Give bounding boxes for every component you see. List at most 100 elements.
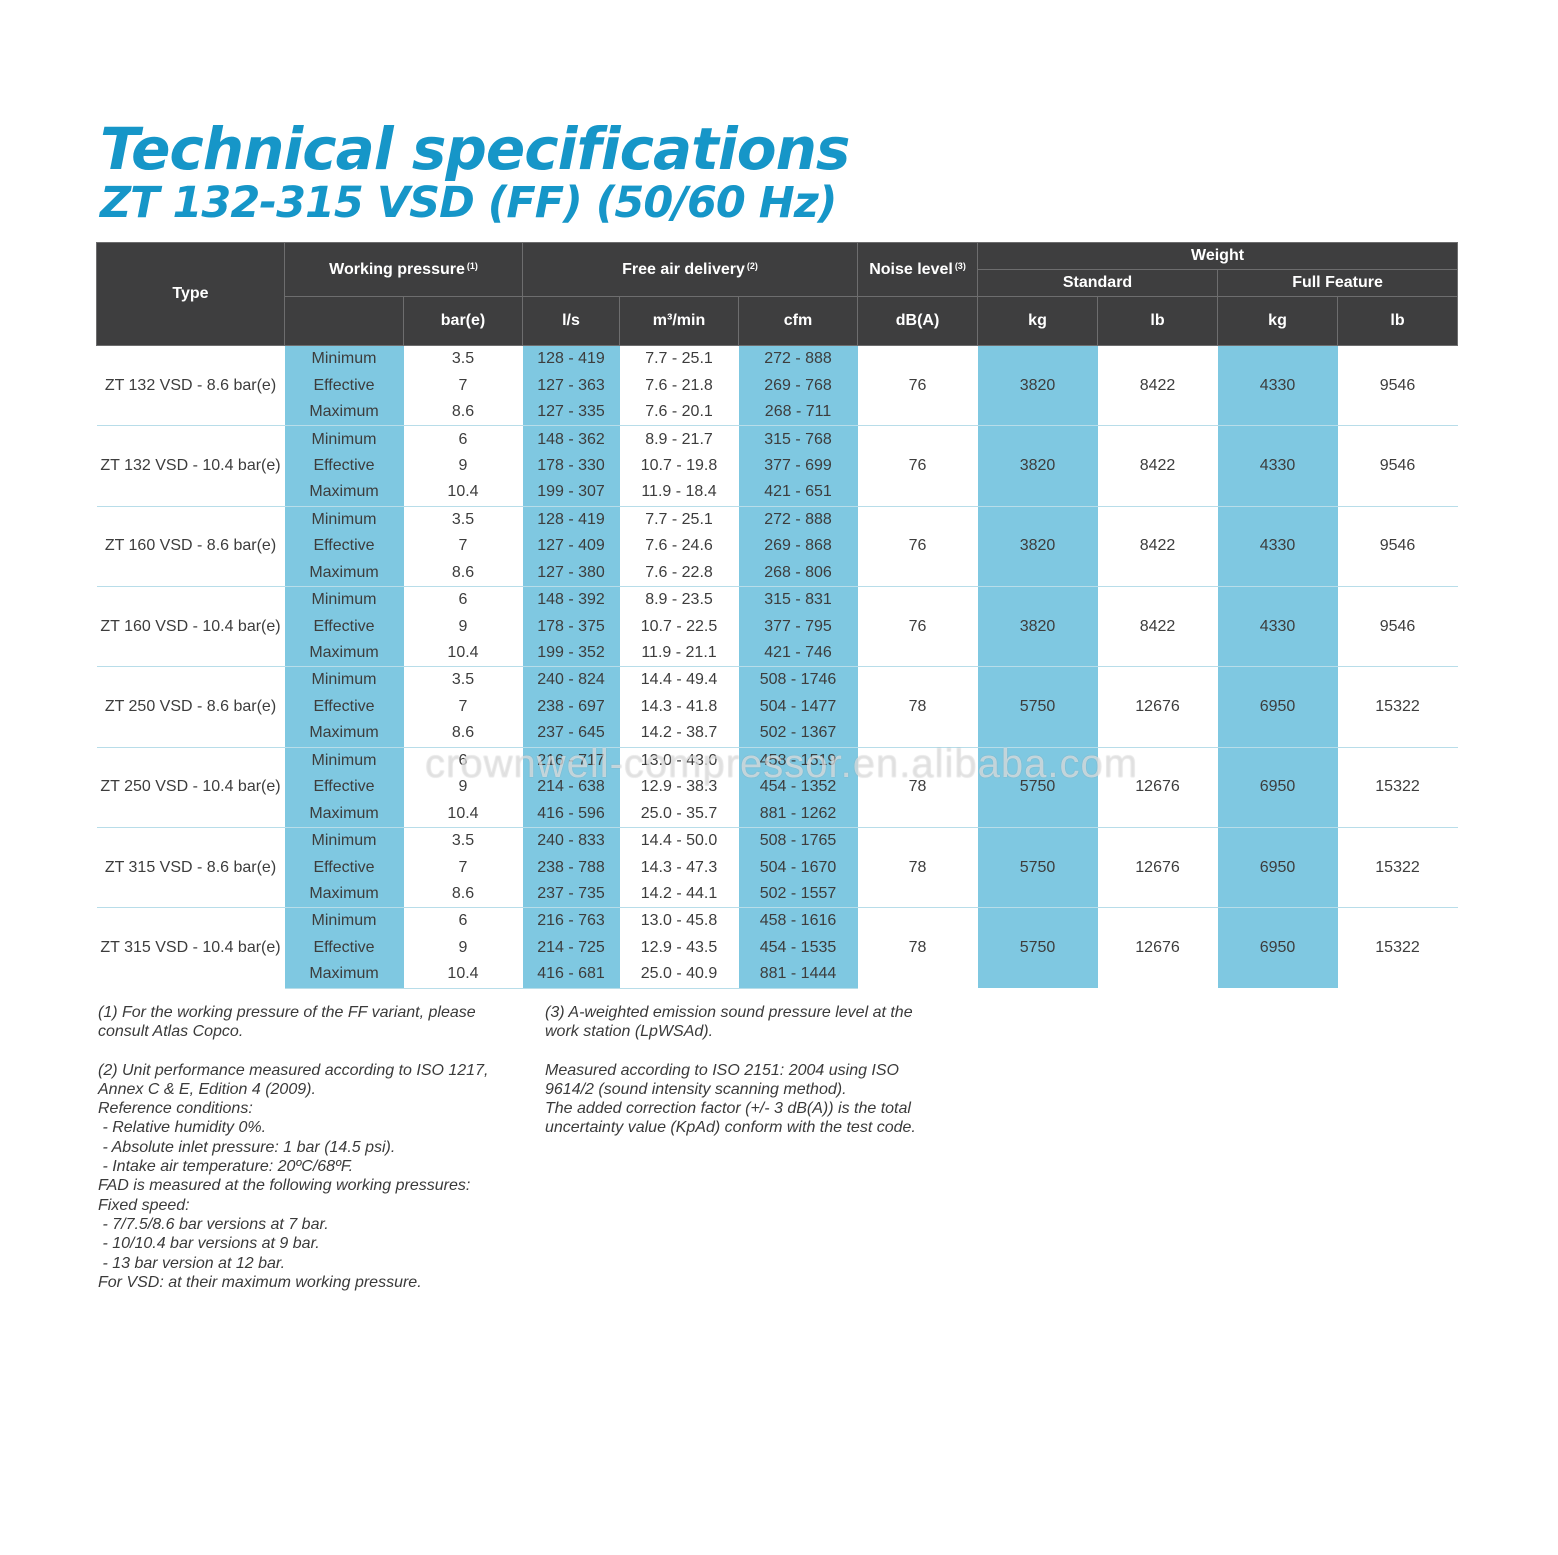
pressure-bar: 9 [458, 938, 468, 956]
footnote-line: Reference conditions: [98, 1100, 253, 1118]
fad-m3min: 14.3 - 47.3 [640, 858, 718, 876]
weight-full-feature-kg: 6950 [1217, 907, 1338, 988]
table-row: Maximum 10.4 199 - 307 11.9 - 18.4 421 - 651 [97, 479, 1458, 507]
pressure-label: Effective [284, 934, 404, 962]
fad-cfm: 502 - 1367 [738, 720, 858, 748]
pressure-label: Minimum [284, 746, 404, 774]
pressure-label: Minimum [284, 425, 404, 453]
weight-standard-kg: 5750 [977, 907, 1098, 988]
weight-standard-lb: 8422 [1097, 425, 1218, 507]
table-row: ZT 132 VSD - 10.4 bar(e) Minimum 6 148 - 36… [96, 425, 1458, 507]
fad-ls: 148 - 362 [522, 425, 620, 453]
model-type: ZT 132 VSD - 8.6 bar(e) [96, 344, 285, 426]
pressure-label: Effective [284, 774, 404, 801]
noise-level-value: 78 [857, 746, 978, 828]
pressure-bar: 8.6 [403, 720, 523, 748]
weight-full-feature-kg: 4330 [1217, 585, 1338, 667]
header-full-feature: Full Feature [1217, 269, 1459, 297]
noise-level-value: 76 [857, 585, 978, 667]
pressure-bar: 6 [403, 907, 523, 935]
header-unit-ls: l/s [522, 296, 620, 346]
pressure-label: Effective [284, 533, 404, 560]
fad-ls: 178 - 375 [522, 613, 620, 640]
fad-cfm: 421 - 746 [738, 639, 858, 668]
fad-ls: 127 - 409 [522, 533, 620, 560]
fad-cfm: 502 - 1557 [738, 880, 858, 909]
fad-ls: 214 - 725 [522, 934, 620, 962]
fad-cfm: 377 - 699 [738, 452, 858, 480]
fad-cfm: 315 - 831 [738, 585, 858, 614]
pressure-bar: 8.6 [403, 880, 523, 909]
fad-ls: 178 - 330 [522, 452, 620, 480]
weight-standard-kg: 3820 [977, 344, 1098, 426]
table-row: ZT 160 VSD - 10.4 bar(e) Minimum 6 148 - 39… [96, 585, 1458, 667]
pressure-bar: 7 [458, 858, 468, 876]
fad-m3min: 8.9 - 21.7 [619, 425, 739, 453]
pressure-bar: 6 [403, 746, 523, 774]
table-row: Maximum 8.6 237 - 735 14.2 - 44.1 502 - 1557 [97, 880, 1458, 909]
model-type: ZT 315 VSD - 10.4 bar(e) [96, 907, 285, 988]
fad-cfm: 272 - 888 [738, 505, 858, 534]
fad-ls: 128 - 419 [522, 505, 620, 534]
header-unit-bar: bar(e) [403, 296, 523, 346]
pressure-bar: 8.6 [403, 398, 523, 427]
weight-standard-lb: 8422 [1097, 585, 1218, 667]
fad-m3min: 14.2 - 38.7 [619, 720, 739, 748]
fad-m3min: 8.9 - 23.5 [619, 585, 739, 614]
pressure-bar: 3.5 [403, 345, 523, 373]
pressure-bar: 10.4 [403, 479, 523, 507]
fad-cfm: 268 - 806 [738, 559, 858, 587]
weight-full-feature-kg: 6950 [1217, 666, 1338, 748]
header-pressure-label-blank [284, 296, 404, 346]
header-type: Type [96, 242, 285, 346]
header-unit-lb-standard: lb [1097, 296, 1219, 346]
pressure-bar: 3.5 [403, 666, 523, 694]
pressure-label: Maximum [284, 961, 404, 989]
weight-standard-kg: 3820 [977, 425, 1098, 507]
fad-ls: 128 - 419 [522, 345, 620, 373]
table-header: Type Working pressure (1) Free air delive… [96, 242, 1459, 346]
table-row: ZT 160 VSD - 8.6 bar(e) Minimum 3.5 128 - 4… [96, 505, 1458, 587]
fad-ls: 237 - 645 [522, 720, 620, 748]
header-free-air-delivery: Free air delivery (2) [521, 242, 859, 297]
table-row: Effective 9 178 - 330 10.7 - 19.8 377 - 699 [97, 452, 1458, 480]
pressure-bar: 3.5 [403, 505, 523, 534]
weight-full-feature-lb: 15322 [1337, 907, 1458, 988]
pressure-label: Minimum [284, 826, 404, 855]
fad-ls: 199 - 352 [522, 639, 620, 668]
weight-standard-kg: 5750 [977, 826, 1098, 908]
footnote-ref: (1) [466, 260, 478, 271]
fad-m3min: 14.4 - 49.4 [619, 666, 739, 694]
noise-level-value: 76 [857, 344, 978, 426]
table-row: Maximum 8.6 237 - 645 14.2 - 38.7 502 - 1367 [97, 720, 1458, 748]
fad-ls: 199 - 307 [522, 479, 620, 507]
fad-m3min: 11.9 - 21.1 [619, 639, 739, 668]
fad-cfm: 881 - 1262 [738, 800, 858, 828]
footnote-ref: (3) [954, 260, 966, 271]
pressure-label: Effective [284, 693, 404, 721]
fad-m3min: 12.9 - 43.5 [640, 938, 718, 956]
weight-standard-lb: 8422 [1097, 505, 1218, 587]
pressure-label: Minimum [284, 907, 404, 935]
noise-level-value: 78 [857, 907, 978, 988]
table-row: Effective 9 214 - 638 12.9 - 38.3 454 - 1352 [97, 774, 1458, 801]
fad-cfm: 458 - 1519 [738, 746, 858, 774]
fad-cfm: 454 - 1535 [738, 934, 858, 962]
fad-m3min: 7.6 - 21.8 [645, 376, 713, 394]
fad-ls: 237 - 735 [522, 880, 620, 909]
pressure-label: Effective [284, 854, 404, 881]
fad-cfm: 504 - 1670 [738, 854, 858, 881]
weight-full-feature-lb: 15322 [1337, 666, 1458, 748]
footnote-line [98, 1042, 528, 1061]
header-unit-kg-full-feature: kg [1217, 296, 1339, 346]
footnote-line: consult Atlas Copco. [98, 1023, 244, 1041]
model-type: ZT 160 VSD - 8.6 bar(e) [96, 505, 285, 587]
pressure-bar: 7 [458, 376, 468, 394]
weight-standard-kg: 5750 [977, 666, 1098, 748]
fad-cfm: 504 - 1477 [738, 693, 858, 721]
footnote-line: (3) A-weighted emission sound pressure l… [545, 1004, 913, 1021]
footnote-line: uncertainty value (KpAd) conform with th… [545, 1119, 916, 1137]
weight-standard-kg: 3820 [977, 505, 1098, 587]
fad-ls: 127 - 335 [522, 398, 620, 427]
fad-m3min: 11.9 - 18.4 [619, 479, 739, 507]
